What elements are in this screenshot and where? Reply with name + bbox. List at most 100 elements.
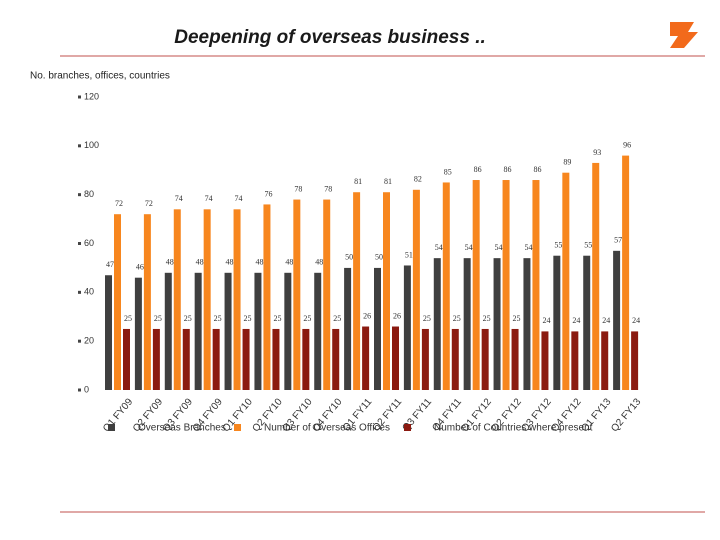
value-label: 55	[584, 241, 592, 250]
bar	[403, 265, 411, 390]
value-label: 55	[554, 241, 562, 250]
value-label: 26	[363, 311, 371, 320]
value-label: 48	[166, 258, 174, 267]
bar	[224, 272, 232, 390]
y-tick-label: 120	[84, 91, 99, 101]
value-label: 25	[453, 314, 461, 323]
value-label: 74	[235, 194, 243, 203]
value-label: 54	[465, 243, 473, 252]
value-label: 50	[345, 253, 353, 262]
bar	[553, 255, 561, 390]
bar	[583, 255, 591, 390]
value-label: 26	[393, 311, 401, 320]
value-label: 86	[504, 165, 512, 174]
bar	[323, 199, 331, 390]
bar	[502, 180, 510, 390]
value-label: 74	[205, 194, 213, 203]
legend-label: Number of Countries where present	[434, 423, 593, 434]
value-label: 46	[136, 263, 144, 272]
bar	[601, 331, 609, 390]
bar	[344, 267, 352, 390]
value-label: 48	[315, 258, 323, 267]
legend-swatch	[108, 424, 115, 431]
value-label: 78	[324, 184, 332, 193]
value-label: 76	[264, 189, 272, 198]
bar	[592, 162, 600, 390]
y-tick-label: 40	[84, 287, 94, 297]
bar	[472, 180, 480, 390]
bar	[212, 328, 220, 390]
y-tick-mark	[78, 388, 81, 392]
value-label: 54	[524, 243, 532, 252]
bar	[353, 192, 361, 390]
bar	[284, 272, 292, 390]
chart-title: Deepening of overseas business ..	[174, 27, 486, 48]
bar	[463, 258, 471, 390]
bar	[242, 328, 250, 390]
bar	[493, 258, 501, 390]
value-label: 89	[563, 158, 571, 167]
y-tick-label: 80	[84, 189, 94, 199]
bar	[134, 277, 142, 390]
bar	[383, 192, 390, 390]
value-label: 54	[495, 243, 503, 252]
bar	[481, 328, 489, 390]
value-label: 81	[354, 177, 362, 186]
y-tick-mark	[78, 193, 81, 197]
value-label: 25	[244, 314, 252, 323]
value-label: 81	[384, 177, 392, 186]
value-label: 25	[214, 314, 222, 323]
value-label: 57	[614, 236, 622, 245]
value-label: 72	[115, 199, 123, 208]
bar	[332, 328, 340, 390]
y-tick-label: 20	[84, 336, 94, 346]
value-label: 48	[226, 258, 234, 267]
y-tick-label: 100	[84, 140, 99, 150]
x-tick-label: Q2 FY13	[609, 396, 643, 434]
y-tick-label: 60	[84, 238, 94, 248]
bar	[442, 182, 450, 390]
value-label: 93	[593, 148, 601, 157]
bar	[511, 328, 519, 390]
value-label: 48	[196, 258, 204, 267]
bar	[105, 275, 112, 390]
value-label: 25	[124, 314, 132, 323]
legend-swatch	[404, 424, 411, 431]
value-label: 74	[175, 194, 183, 203]
bar	[362, 326, 370, 390]
value-label: 72	[145, 199, 153, 208]
bar	[263, 204, 271, 390]
bar	[613, 250, 621, 390]
bar	[272, 328, 280, 390]
y-tick-mark	[78, 95, 81, 99]
legend-swatch	[234, 424, 241, 431]
bar	[182, 328, 190, 390]
bar	[523, 258, 531, 390]
value-label: 48	[255, 258, 263, 267]
bar	[203, 209, 211, 390]
bar	[164, 272, 172, 390]
x-tick-label: Q1 FY09	[101, 396, 135, 434]
bar	[374, 267, 381, 390]
value-label: 78	[294, 184, 302, 193]
value-label: 54	[435, 243, 443, 252]
legend-label: Overseas Branches	[138, 423, 226, 434]
value-label: 24	[542, 316, 550, 325]
value-label: 24	[572, 316, 580, 325]
value-label: 24	[602, 316, 610, 325]
bar	[433, 258, 441, 390]
y-tick-mark	[78, 290, 81, 294]
chart-subtitle: No. branches, offices, countries	[30, 71, 170, 82]
value-label: 24	[632, 316, 640, 325]
bar	[302, 328, 310, 390]
value-label: 96	[623, 140, 631, 149]
value-label: 86	[474, 165, 482, 174]
bar	[421, 328, 429, 390]
bar	[571, 331, 579, 390]
y-tick-label: 0	[84, 384, 89, 394]
value-label: 47	[106, 260, 114, 269]
value-label: 25	[483, 314, 491, 323]
y-tick-mark	[78, 339, 81, 343]
value-label: 48	[285, 258, 293, 267]
bar	[562, 172, 570, 390]
